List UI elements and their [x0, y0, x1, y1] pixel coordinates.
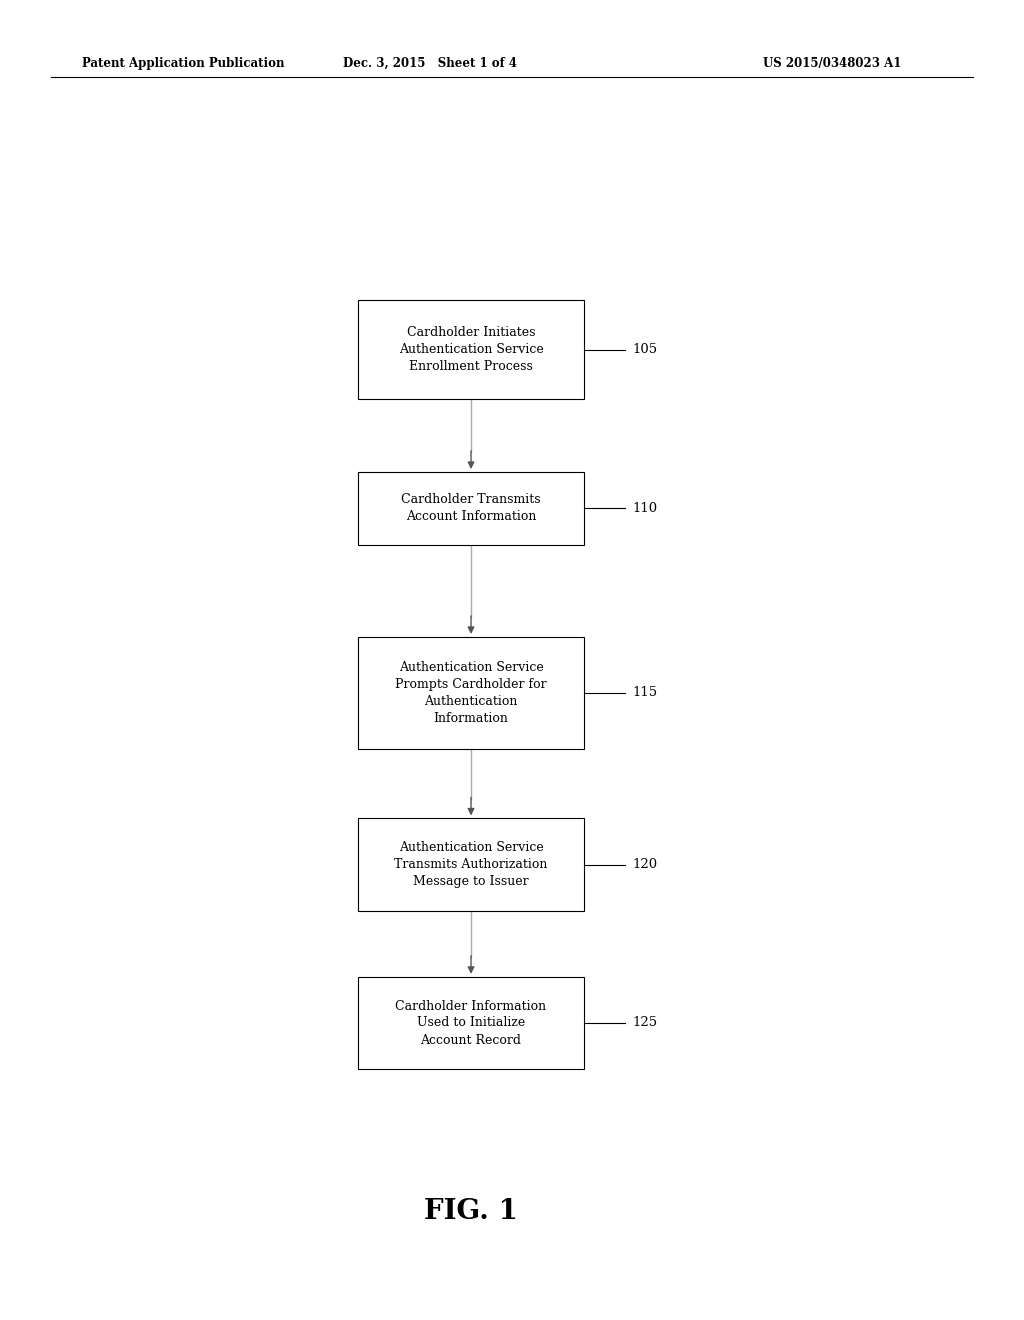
Bar [358, 638, 584, 750]
Text: US 2015/0348023 A1: US 2015/0348023 A1 [763, 57, 901, 70]
Bar [358, 300, 584, 399]
Text: Cardholder Initiates
Authentication Service
Enrollment Process: Cardholder Initiates Authentication Serv… [398, 326, 544, 374]
Text: Dec. 3, 2015   Sheet 1 of 4: Dec. 3, 2015 Sheet 1 of 4 [343, 57, 517, 70]
Text: Authentication Service
Prompts Cardholder for
Authentication
Information: Authentication Service Prompts Cardholde… [395, 661, 547, 725]
Text: 105: 105 [633, 343, 658, 356]
Text: 110: 110 [633, 502, 658, 515]
Text: Cardholder Transmits
Account Information: Cardholder Transmits Account Information [401, 494, 541, 523]
Text: Authentication Service
Transmits Authorization
Message to Issuer: Authentication Service Transmits Authori… [394, 841, 548, 888]
Text: 120: 120 [633, 858, 658, 871]
Text: 115: 115 [633, 686, 658, 700]
Bar [358, 977, 584, 1069]
Bar [358, 818, 584, 911]
Text: Cardholder Information
Used to Initialize
Account Record: Cardholder Information Used to Initializ… [395, 999, 547, 1047]
Text: 125: 125 [633, 1016, 658, 1030]
Bar [358, 471, 584, 544]
Text: Patent Application Publication: Patent Application Publication [82, 57, 285, 70]
Text: FIG. 1: FIG. 1 [424, 1199, 518, 1225]
